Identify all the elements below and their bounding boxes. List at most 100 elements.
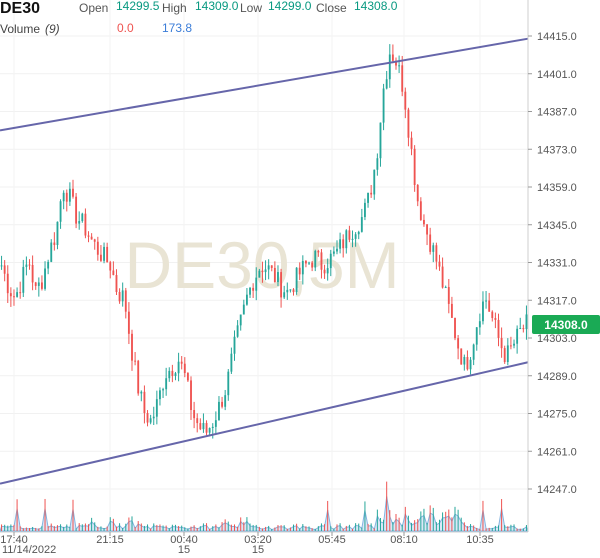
- candle-body: [205, 423, 208, 433]
- candle-body: [391, 54, 394, 61]
- candle-body: [143, 391, 146, 414]
- candle-body: [34, 282, 37, 286]
- candle-body: [159, 390, 161, 400]
- candle-body: [463, 357, 466, 365]
- candle-body: [124, 290, 127, 312]
- candle-body: [491, 311, 494, 319]
- candle-body: [413, 148, 416, 186]
- candle-body: [50, 242, 53, 262]
- candle-body: [174, 373, 177, 377]
- candle-body: [304, 260, 307, 264]
- candle-body: [522, 328, 525, 330]
- candle-body: [447, 287, 450, 304]
- candle-body: [68, 188, 71, 202]
- candle-body: [308, 262, 310, 264]
- candle-body: [342, 239, 345, 249]
- candle-body: [183, 363, 186, 374]
- candle-body: [13, 296, 15, 298]
- candle-body: [314, 250, 317, 268]
- candle-body: [255, 277, 258, 291]
- candle-body: [398, 65, 401, 67]
- candle-body: [177, 361, 180, 374]
- candle-body: [202, 423, 205, 430]
- candle-body: [273, 267, 276, 283]
- candle-body: [6, 273, 9, 294]
- candle-body: [90, 236, 93, 240]
- candle-body: [0, 265, 3, 267]
- candle-body: [385, 79, 388, 89]
- candle-body: [25, 264, 28, 267]
- price-tick-label: 14275.0: [537, 409, 577, 421]
- time-tick-label: 10:35: [466, 534, 494, 546]
- candle-body: [186, 373, 189, 381]
- candle-body: [193, 410, 196, 419]
- ohlc-legend: DE30 Open 14299.5 High 14309.0 Low 14299…: [0, 0, 398, 36]
- candle-body: [497, 319, 500, 338]
- candle-body: [224, 395, 227, 407]
- candle-body: [218, 401, 220, 421]
- volume-value: 0.0: [117, 21, 134, 35]
- high-value: 14309.0: [195, 0, 239, 13]
- candle-body: [227, 371, 230, 396]
- candle-body: [478, 321, 481, 328]
- candle-body: [457, 338, 460, 349]
- channel-lines[interactable]: [0, 37, 529, 485]
- candle-body: [317, 250, 320, 253]
- candle-body: [289, 289, 292, 291]
- candle-body: [121, 290, 124, 302]
- candle-body: [351, 238, 354, 240]
- candle-body: [56, 221, 59, 246]
- candle-body: [441, 266, 444, 288]
- candle-body: [432, 245, 435, 252]
- candle-body: [199, 423, 202, 430]
- candle-body: [295, 267, 298, 293]
- high-label: High: [162, 1, 187, 15]
- candle-body: [407, 109, 410, 138]
- candle-body: [513, 343, 515, 346]
- candle-body: [423, 219, 425, 225]
- candle-body: [410, 137, 413, 149]
- candle-body: [137, 360, 140, 394]
- candle-body: [118, 291, 121, 302]
- candle-body: [180, 361, 183, 364]
- candle-body: [292, 289, 295, 293]
- candle-body: [196, 418, 199, 424]
- channel-upper-line[interactable]: [0, 37, 529, 132]
- price-tick-label: 14331.0: [537, 258, 577, 270]
- channel-lower-line[interactable]: [0, 361, 529, 485]
- candle-body: [96, 241, 99, 255]
- candles: [0, 44, 528, 439]
- price-tick-label: 14373.0: [537, 144, 577, 156]
- candle-body: [211, 426, 214, 429]
- candle-body: [19, 292, 22, 294]
- volume-panel: [0, 481, 529, 532]
- candle-body: [379, 122, 382, 159]
- candle-body: [503, 348, 506, 363]
- candle-body: [162, 389, 164, 391]
- candle-body: [506, 345, 509, 363]
- time-tick-label: 08:10: [390, 534, 418, 546]
- candle-body: [466, 357, 469, 370]
- candle-body: [233, 336, 236, 354]
- candle-body: [168, 370, 171, 379]
- volume-period: (9): [45, 22, 60, 36]
- close-value: 14308.0: [354, 0, 398, 13]
- time-tick-date: 15: [178, 544, 190, 556]
- time-tick-label: 05:45: [318, 534, 346, 546]
- candle-body: [149, 418, 152, 423]
- candle-body: [329, 253, 332, 269]
- volume-label: Volume: [0, 22, 40, 36]
- candle-body: [53, 242, 56, 246]
- candle-body: [419, 201, 422, 220]
- candle-body: [245, 294, 248, 305]
- price-axis[interactable]: 14415.0 14401.0 14387.0 14373.0 14359.0 14345…: [528, 31, 577, 496]
- candle-body: [320, 252, 323, 270]
- candle-body: [258, 270, 261, 278]
- candle-body: [283, 292, 286, 298]
- candle-body: [190, 380, 192, 411]
- candle-body: [270, 265, 273, 268]
- time-tick-label: 17:40: [0, 534, 28, 546]
- price-tick-label: 14359.0: [537, 182, 577, 194]
